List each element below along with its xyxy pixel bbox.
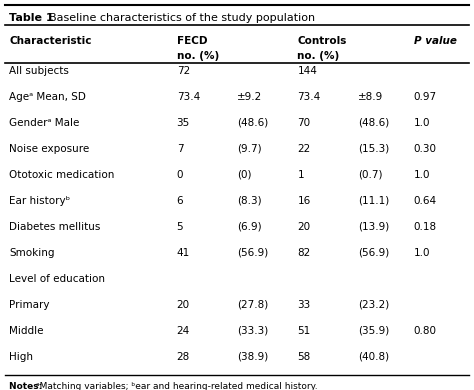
Text: 0.30: 0.30 (413, 144, 437, 154)
Text: Baseline characteristics of the study population: Baseline characteristics of the study po… (49, 13, 315, 23)
Text: no. (%): no. (%) (177, 51, 219, 60)
Text: 5: 5 (177, 222, 183, 232)
Text: Ototoxic medication: Ototoxic medication (9, 170, 115, 180)
Text: ±9.2: ±9.2 (237, 92, 262, 102)
Text: 0.80: 0.80 (413, 326, 437, 336)
Text: ᵃMatching variables; ᵇear and hearing-related medical history.: ᵃMatching variables; ᵇear and hearing-re… (36, 381, 318, 390)
Text: Genderᵃ Male: Genderᵃ Male (9, 118, 80, 128)
Text: 33: 33 (297, 300, 310, 310)
Text: 82: 82 (297, 248, 310, 258)
Text: 73.4: 73.4 (297, 92, 320, 102)
Text: Notes:: Notes: (9, 381, 46, 390)
Text: 1.0: 1.0 (413, 170, 430, 180)
Text: (48.6): (48.6) (358, 118, 389, 128)
Text: High: High (9, 352, 33, 362)
Text: (27.8): (27.8) (237, 300, 268, 310)
Text: (23.2): (23.2) (358, 300, 389, 310)
Text: (6.9): (6.9) (237, 222, 262, 232)
Text: Diabetes mellitus: Diabetes mellitus (9, 222, 101, 232)
Text: (38.9): (38.9) (237, 352, 268, 362)
Text: Ageᵃ Mean, SD: Ageᵃ Mean, SD (9, 92, 86, 102)
Text: 0.97: 0.97 (413, 92, 437, 102)
Text: 22: 22 (297, 144, 310, 154)
Text: (11.1): (11.1) (358, 196, 389, 206)
Text: Controls: Controls (297, 36, 347, 46)
Text: (56.9): (56.9) (237, 248, 268, 258)
Text: Smoking: Smoking (9, 248, 55, 258)
Text: (33.3): (33.3) (237, 326, 268, 336)
Text: (8.3): (8.3) (237, 196, 262, 206)
Text: 7: 7 (177, 144, 183, 154)
Text: (48.6): (48.6) (237, 118, 268, 128)
Text: (0): (0) (237, 170, 252, 180)
Text: 6: 6 (177, 196, 183, 206)
Text: (0.7): (0.7) (358, 170, 382, 180)
Text: 20: 20 (177, 300, 190, 310)
Text: 58: 58 (297, 352, 310, 362)
Text: 41: 41 (177, 248, 190, 258)
Text: (35.9): (35.9) (358, 326, 389, 336)
Text: (13.9): (13.9) (358, 222, 389, 232)
Text: 1.0: 1.0 (413, 118, 430, 128)
Text: 0: 0 (177, 170, 183, 180)
Text: 1.0: 1.0 (413, 248, 430, 258)
Text: 0.64: 0.64 (413, 196, 437, 206)
Text: (40.8): (40.8) (358, 352, 389, 362)
Text: 16: 16 (297, 196, 310, 206)
Text: 72: 72 (177, 66, 190, 76)
Text: (9.7): (9.7) (237, 144, 262, 154)
Text: 35: 35 (177, 118, 190, 128)
Text: no. (%): no. (%) (297, 51, 340, 60)
Text: Middle: Middle (9, 326, 44, 336)
Text: (15.3): (15.3) (358, 144, 389, 154)
Text: 73.4: 73.4 (177, 92, 200, 102)
Text: ±8.9: ±8.9 (358, 92, 383, 102)
Text: All subjects: All subjects (9, 66, 69, 76)
Text: Characteristic: Characteristic (9, 36, 92, 46)
Text: 1: 1 (297, 170, 304, 180)
Text: P value: P value (413, 36, 456, 46)
Text: 51: 51 (297, 326, 310, 336)
Text: 28: 28 (177, 352, 190, 362)
Text: 70: 70 (297, 118, 310, 128)
Text: Noise exposure: Noise exposure (9, 144, 90, 154)
Text: (56.9): (56.9) (358, 248, 389, 258)
Text: 144: 144 (297, 66, 317, 76)
Text: Primary: Primary (9, 300, 50, 310)
Text: Table 1: Table 1 (9, 13, 58, 23)
Text: 24: 24 (177, 326, 190, 336)
Text: Ear historyᵇ: Ear historyᵇ (9, 196, 71, 206)
Text: 0.18: 0.18 (413, 222, 437, 232)
Text: 20: 20 (297, 222, 310, 232)
Text: Level of education: Level of education (9, 274, 105, 284)
Text: FECD: FECD (177, 36, 207, 46)
